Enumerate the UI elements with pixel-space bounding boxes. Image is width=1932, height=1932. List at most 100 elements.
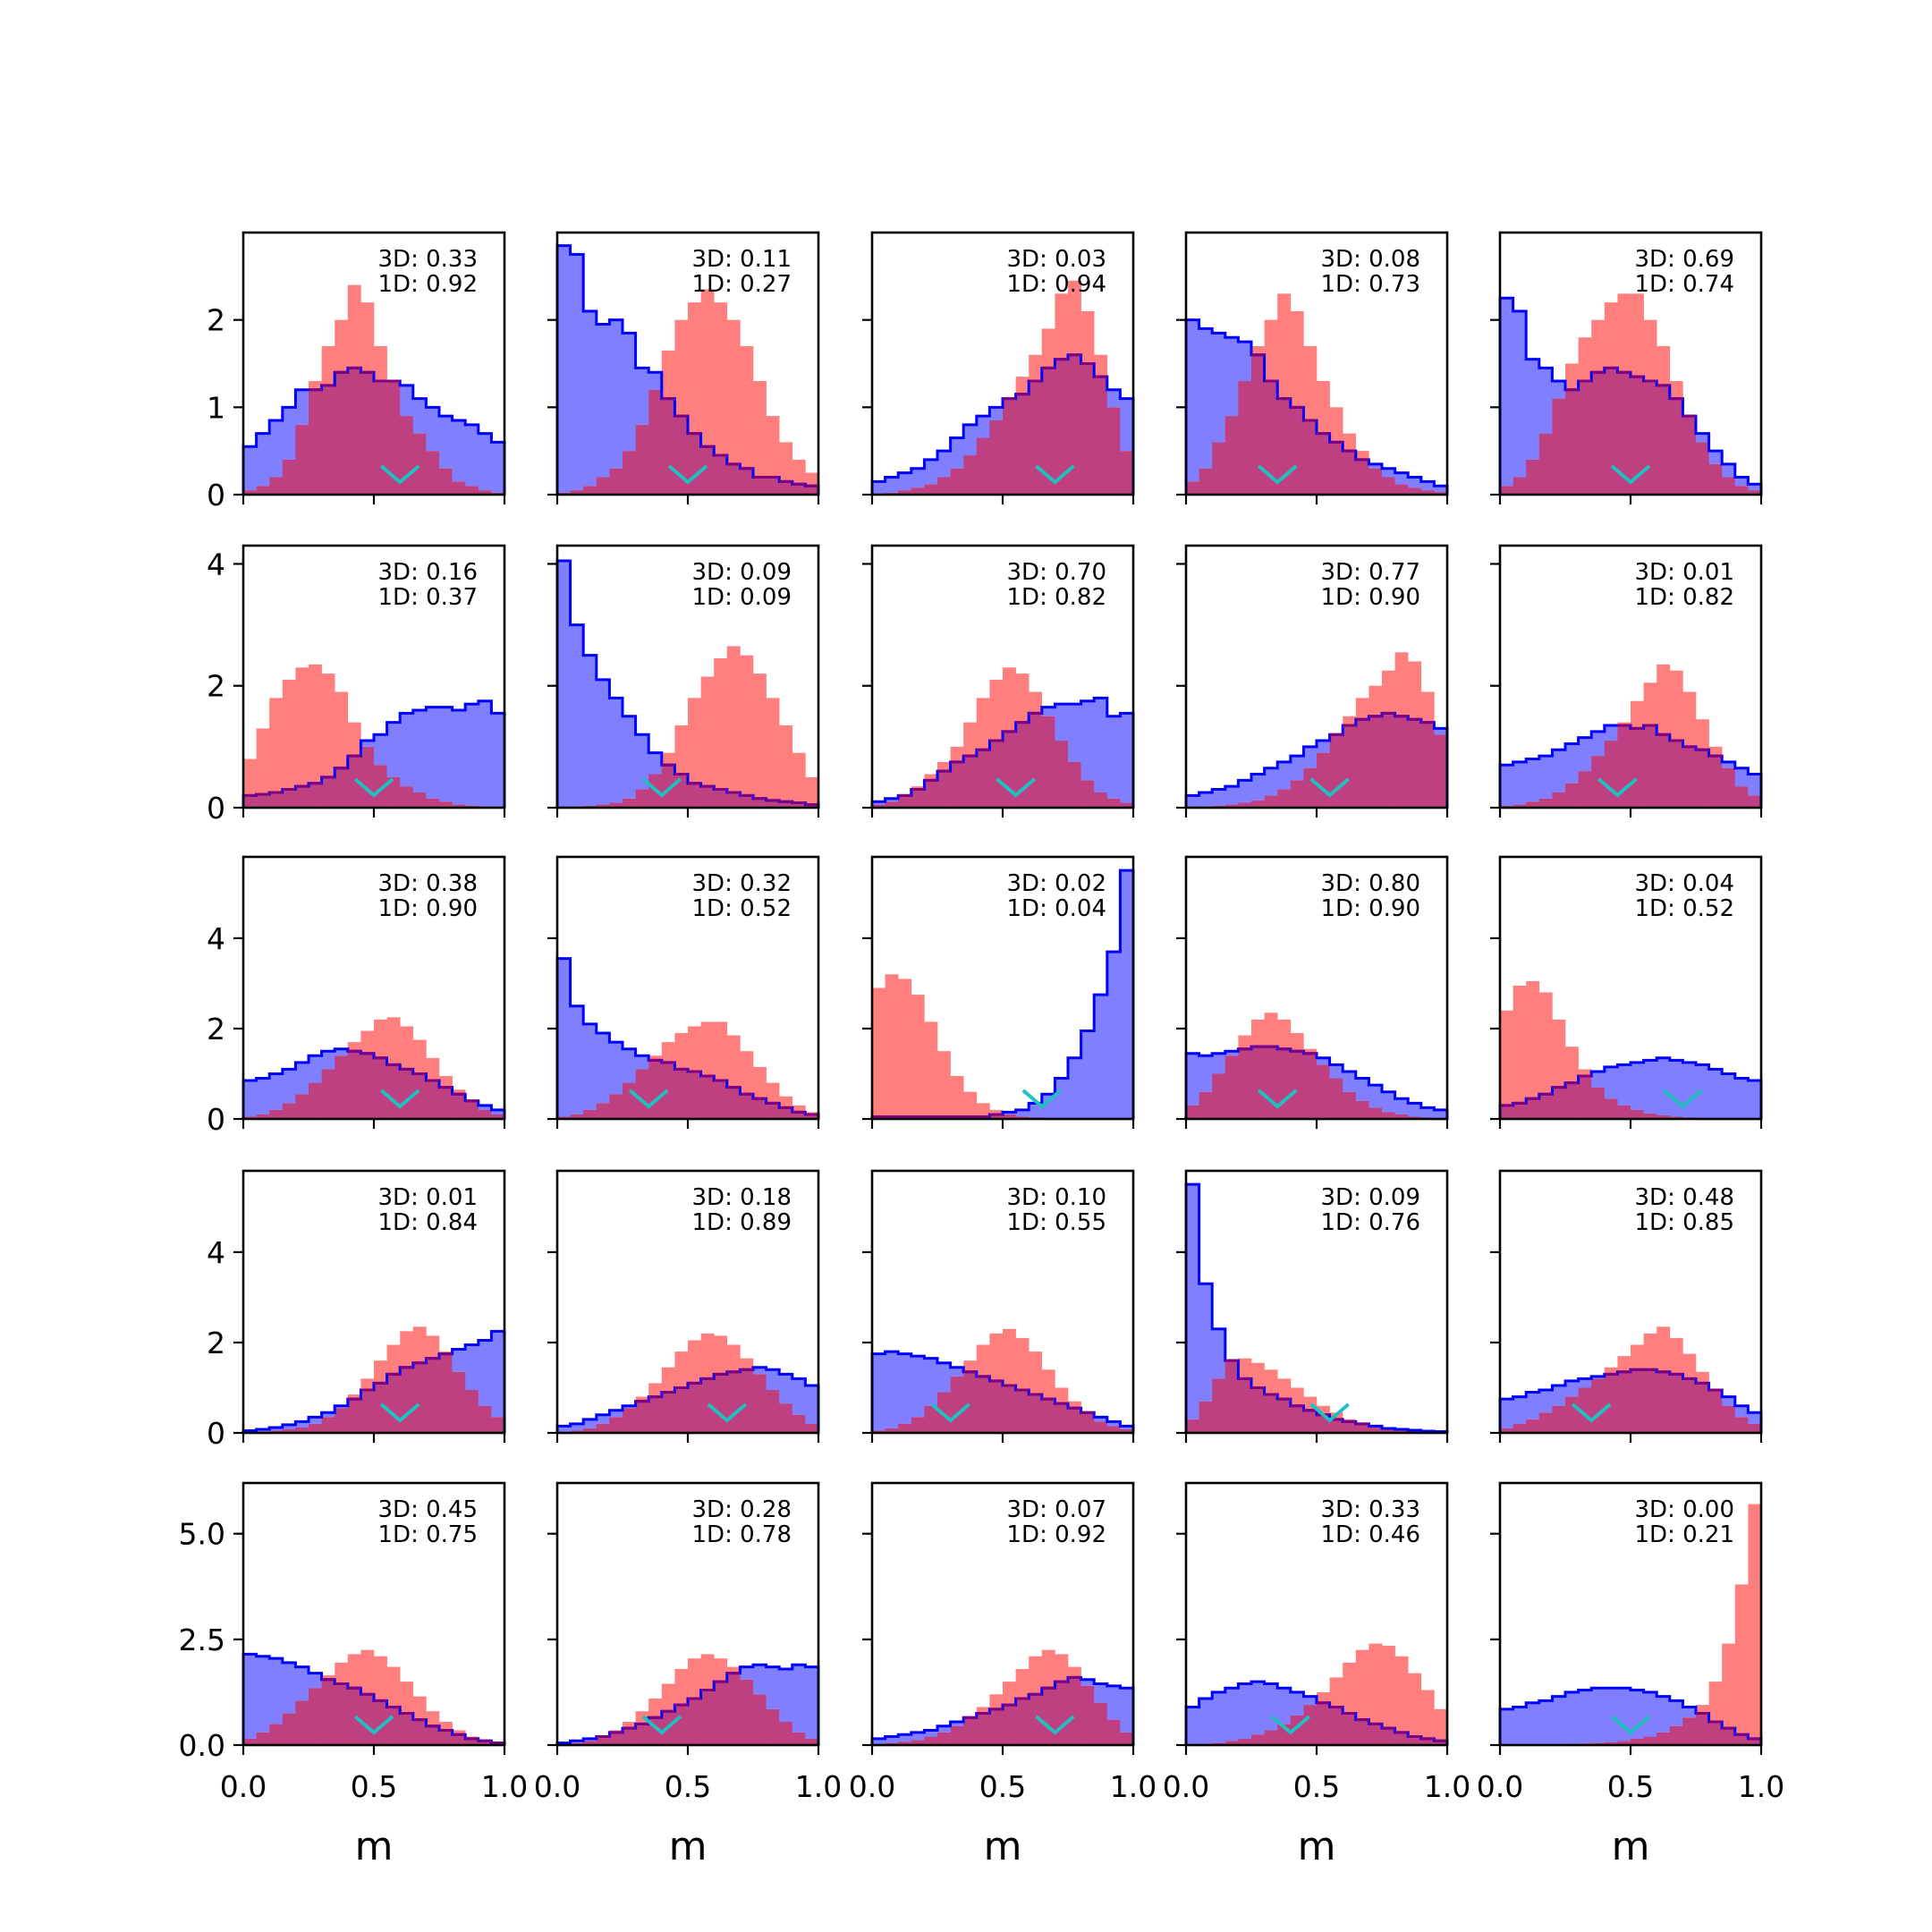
red-bar [753,1066,767,1099]
y-tick-label: 2.5 [179,1623,225,1657]
blue-step-outline [242,366,506,495]
overlap-bar [976,437,990,495]
overlap-bar [386,1707,401,1745]
overlap-bar [1106,798,1121,808]
x-tick-label: 0.5 [1293,1769,1340,1804]
x-axis-label: m [669,1824,708,1869]
red-bar [766,1082,780,1104]
red-bar [1420,1690,1435,1739]
overlap-bar [950,1725,964,1745]
overlap-bar [1708,463,1723,495]
overlap-bar [452,481,466,495]
overlap-bar [1631,1738,1644,1745]
overlap-bar [1565,1082,1579,1119]
overlap-bar [805,1738,819,1745]
label-3d: 3D: 0.08 [1321,246,1420,273]
label-3d: 3D: 0.11 [692,246,792,273]
red-bar [623,1722,636,1729]
blue-bar [478,1340,492,1406]
overlap-bar [1343,725,1357,808]
red-bar [885,974,899,1117]
overlap-bar [1682,416,1697,495]
overlap-bar [1068,1408,1081,1433]
overlap-bar [570,1114,584,1119]
red-bar [1434,1708,1448,1741]
label-3d: 3D: 0.00 [1635,1496,1734,1523]
overlap-bar [623,798,636,808]
red-bar [1722,1643,1736,1729]
red-bar [740,1358,754,1370]
overlap-bar [1303,1053,1318,1119]
overlap-bar [753,798,767,808]
overlap-bar [1604,1098,1618,1119]
label-3d: 3D: 0.09 [1321,1184,1420,1211]
label-3d: 3D: 0.38 [378,870,478,897]
overlap-bar [623,1082,636,1119]
blue-bar [1526,758,1540,802]
overlap-bar [1526,1098,1540,1119]
label-1d: 1D: 0.52 [1635,895,1734,922]
overlap-bar [740,795,754,808]
blue-bar [269,419,284,478]
red-bar [1355,698,1369,720]
overlap-bar [1408,487,1422,495]
red-bar [1513,985,1527,1104]
red-bar [386,1344,401,1375]
overlap-bar [1264,1394,1278,1433]
red-bar [963,1091,978,1117]
red-bar [1617,722,1631,726]
blue-bar [898,1734,912,1742]
overlap-bar [688,1699,701,1745]
red-bar [400,1026,414,1070]
red-bar [1696,1705,1709,1714]
red-bar [700,1333,715,1379]
red-bar [661,350,675,399]
overlap-bar [1029,381,1043,495]
blue-bar [872,481,886,495]
blue-bar [1277,1688,1292,1724]
overlap-bar [1617,372,1631,495]
marker-chevron [379,1402,420,1423]
blue-bar [1500,1399,1513,1428]
red-bar [282,679,296,790]
red-bar [1015,377,1030,394]
blue-bar [269,1427,284,1431]
marker-chevron [1309,777,1350,798]
blue-bar [753,1367,767,1375]
overlap-bar [1094,377,1108,495]
red-bar [1748,1504,1762,1739]
marker-chevron [641,777,682,798]
overlap-bar [1513,477,1527,495]
blue-bar [1682,1707,1697,1718]
overlap-bar [674,1705,689,1745]
blue-bar [1290,756,1304,781]
overlap-bar [1538,433,1553,495]
marker-chevron [1571,1402,1612,1423]
y-tick-label: 2 [207,1326,225,1360]
overlap-bar [700,1076,715,1119]
overlap-bar [674,1387,689,1433]
blue-bar [1382,1091,1395,1113]
marker-chevron [1270,1715,1311,1735]
y-tick-label: 1 [207,390,225,425]
label-1d: 1D: 0.21 [1635,1521,1734,1548]
overlap-bar [1538,1412,1553,1433]
overlap-bar [1682,1717,1697,1745]
overlap-bar [1552,398,1566,495]
label-1d: 1D: 0.90 [378,895,478,922]
blue-bar [1068,704,1081,762]
overlap-bar [426,1358,440,1433]
overlap-bar [1500,486,1513,495]
overlap-bar [989,1708,1004,1745]
overlap-bar [1394,1732,1409,1745]
red-bar [805,472,819,487]
overlap-bar [1343,1713,1357,1745]
overlap-bar [360,1390,375,1433]
blue-bar [1748,1080,1762,1119]
red-bar [792,1105,806,1113]
overlap-bar [1343,1091,1357,1119]
overlap-bar [1041,1688,1055,1745]
blue-bar [1290,1691,1304,1716]
marker-chevron [1257,464,1298,485]
